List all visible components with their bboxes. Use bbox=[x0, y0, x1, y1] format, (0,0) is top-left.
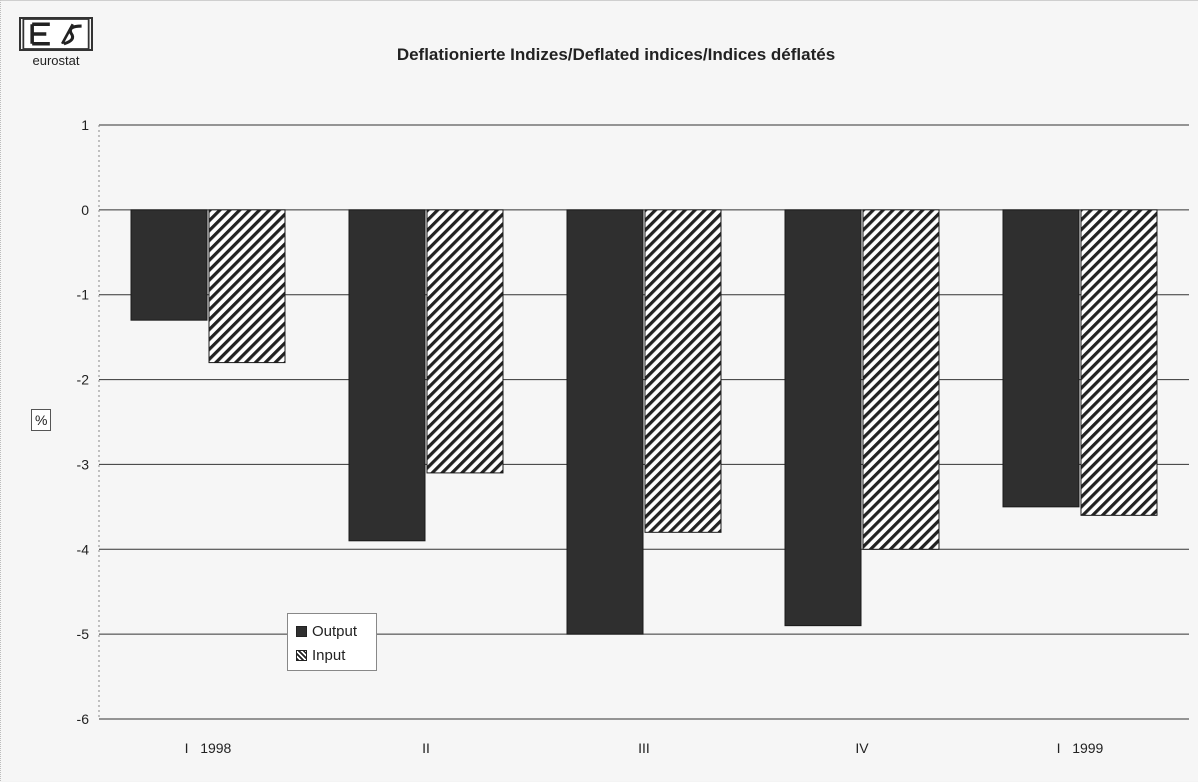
bar-input-3 bbox=[862, 209, 940, 550]
bar-output-1 bbox=[348, 209, 426, 542]
bar-output-4 bbox=[1002, 209, 1080, 508]
y-tick-label: 1 bbox=[81, 117, 89, 133]
legend-item-output: Output bbox=[296, 619, 376, 643]
legend: Output Input bbox=[287, 613, 377, 671]
eurostat-logo: eurostat bbox=[15, 17, 97, 69]
y-tick-label: -5 bbox=[77, 626, 90, 642]
legend-label-output: Output bbox=[312, 622, 358, 640]
legend-item-input: Input bbox=[296, 643, 376, 667]
bar-input-4 bbox=[1080, 209, 1158, 516]
chart-title: Deflationierte Indizes/Deflated indices/… bbox=[396, 45, 836, 64]
bar-input-1 bbox=[426, 209, 504, 474]
x-category-label: IV bbox=[855, 740, 869, 756]
x-axis-labels: I 1998 II III IV I 1999 bbox=[185, 740, 1104, 756]
legend-swatch-output bbox=[296, 625, 307, 637]
y-axis-label: % bbox=[31, 409, 52, 431]
legend-swatch-input bbox=[296, 649, 307, 661]
y-tick-label: -3 bbox=[77, 456, 90, 472]
y-tick-label: -4 bbox=[77, 541, 90, 557]
x-category-label: III bbox=[638, 740, 650, 756]
bar-input-2 bbox=[644, 209, 722, 533]
x-category-label: I 1998 bbox=[185, 740, 232, 756]
bar-output-0 bbox=[130, 209, 208, 321]
legend-label-input: Input bbox=[312, 646, 346, 664]
x-category-label: I 1999 bbox=[1057, 740, 1104, 756]
eurostat-logo-mark bbox=[19, 17, 93, 51]
y-tick-label: -2 bbox=[77, 372, 90, 388]
bar-output-3 bbox=[784, 209, 862, 627]
eurostat-logo-word: eurostat bbox=[32, 53, 80, 68]
bar-output-2 bbox=[566, 209, 644, 635]
y-tick-label: 0 bbox=[81, 202, 89, 218]
bar-input-0 bbox=[208, 209, 286, 364]
y-tick-label: -6 bbox=[77, 711, 90, 727]
x-category-label: II bbox=[422, 740, 430, 756]
y-axis-ticks: 1 0 -1 -2 -3 -4 -5 -6 bbox=[77, 117, 90, 727]
y-tick-label: -1 bbox=[77, 287, 90, 303]
bars bbox=[130, 209, 1158, 635]
